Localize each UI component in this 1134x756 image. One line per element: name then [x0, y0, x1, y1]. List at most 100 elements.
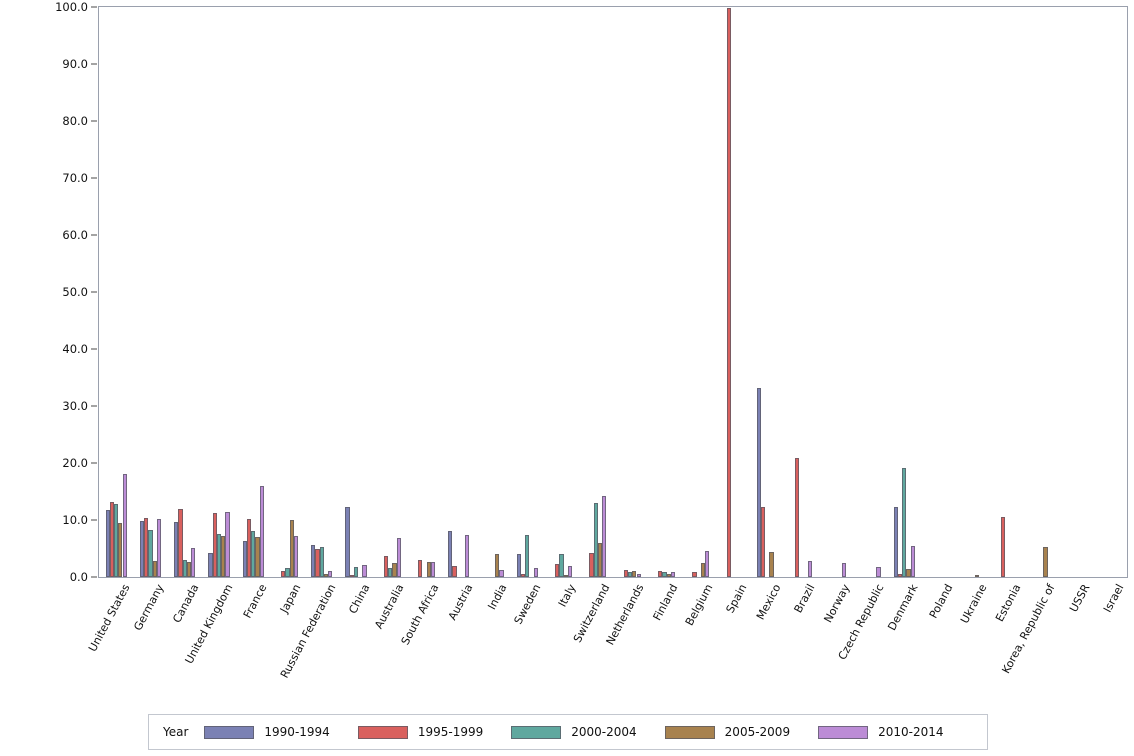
bar: [567, 565, 573, 577]
bar: [769, 551, 774, 577]
x-tick-label: Austria: [445, 582, 476, 623]
x-tick-label: China: [346, 582, 373, 616]
bar: [388, 568, 393, 577]
bar: [174, 522, 179, 577]
y-tick-mark: [91, 405, 97, 407]
bar: [118, 522, 123, 577]
bar: [430, 561, 436, 577]
bar: [208, 552, 213, 577]
bar: [893, 506, 898, 577]
bar: [563, 574, 568, 577]
bar: [212, 513, 217, 577]
bar: [452, 566, 457, 577]
y-tick-label: 90.0: [62, 57, 88, 71]
bar: [448, 530, 453, 577]
bars-layer: [99, 7, 1127, 577]
bar: [705, 550, 710, 577]
x-tick-label: Canada: [170, 582, 202, 626]
bar: [465, 534, 470, 577]
bar: [632, 570, 637, 577]
legend: Year 1990-1994 1995-1999 2000-2004 2005-200…: [148, 714, 988, 750]
x-tick-label: Germany: [131, 582, 167, 633]
y-tick-mark: [91, 462, 97, 464]
x-tick-label: Ukraine: [957, 582, 990, 626]
bar: [662, 571, 667, 577]
legend-items: 1990-1994 1995-1999 2000-2004 2005-2009 2010…: [204, 725, 987, 739]
legend-item[interactable]: 2010-2014: [818, 725, 944, 739]
bar: [293, 535, 299, 577]
y-tick-label: 0.0: [69, 570, 88, 584]
bar: [221, 535, 226, 577]
legend-swatch: [357, 725, 408, 739]
bar: [516, 554, 521, 577]
bar: [906, 569, 911, 577]
bar: [726, 8, 731, 577]
bar: [186, 561, 192, 577]
bar: [315, 548, 320, 577]
bar: [216, 533, 222, 577]
legend-swatch: [204, 725, 255, 739]
bar: [349, 574, 354, 577]
y-tick-label: 60.0: [62, 228, 88, 242]
bar: [597, 542, 603, 577]
legend-item[interactable]: 1990-1994: [204, 725, 330, 739]
y-tick-mark: [91, 576, 97, 578]
bar: [255, 537, 260, 577]
bar: [182, 560, 187, 577]
bar: [658, 571, 663, 577]
bar: [842, 562, 847, 577]
bar: [225, 512, 230, 577]
x-tick-label: Denmark: [885, 582, 921, 633]
y-tick-label: 30.0: [62, 399, 88, 413]
bar: [144, 517, 149, 577]
y-tick-mark: [91, 177, 97, 179]
bar: [148, 530, 153, 577]
bar: [122, 474, 127, 577]
legend-label: 1995-1999: [417, 725, 484, 739]
bar: [328, 571, 333, 577]
bar: [109, 502, 114, 577]
bar: [289, 520, 294, 577]
bar: [114, 504, 119, 577]
bar: [345, 506, 350, 577]
bar: [362, 565, 367, 577]
x-tick-label: Israel: [1100, 582, 1127, 615]
x-tick-label: Norway: [821, 582, 853, 625]
bar: [139, 521, 144, 577]
bar: [311, 544, 316, 577]
legend-label: 2000-2004: [571, 725, 637, 739]
bar: [555, 563, 560, 577]
x-tick-label: Japan: [278, 582, 304, 616]
legend-item[interactable]: 2005-2009: [664, 725, 790, 739]
legend-item[interactable]: 2000-2004: [511, 725, 637, 739]
bar: [396, 537, 401, 577]
bar: [281, 570, 286, 577]
y-tick-label: 50.0: [62, 285, 88, 299]
y-tick-label: 20.0: [62, 456, 88, 470]
bar: [418, 559, 423, 577]
y-tick-label: 10.0: [62, 513, 88, 527]
y-tick-label: 40.0: [62, 342, 88, 356]
bar: [876, 566, 881, 577]
bar: [1000, 517, 1005, 577]
legend-label: 2010-2014: [878, 725, 944, 739]
y-tick-mark: [91, 63, 97, 65]
x-tick-label: Finland: [650, 582, 681, 623]
x-tick-label: Italy: [555, 582, 579, 610]
x-tick-label: Estonia: [993, 582, 1024, 624]
bar: [499, 569, 504, 577]
bar: [670, 572, 675, 577]
y-tick-mark: [91, 234, 97, 236]
bar: [242, 541, 247, 577]
bar: [152, 561, 157, 577]
bar: [251, 530, 256, 577]
legend-item[interactable]: 1995-1999: [357, 725, 484, 739]
y-tick-mark: [91, 291, 97, 293]
bar: [323, 574, 329, 577]
y-tick-mark: [91, 519, 97, 521]
bar: [1043, 547, 1048, 577]
bar: [623, 570, 628, 577]
legend-swatch: [818, 725, 869, 739]
bar: [636, 573, 641, 577]
